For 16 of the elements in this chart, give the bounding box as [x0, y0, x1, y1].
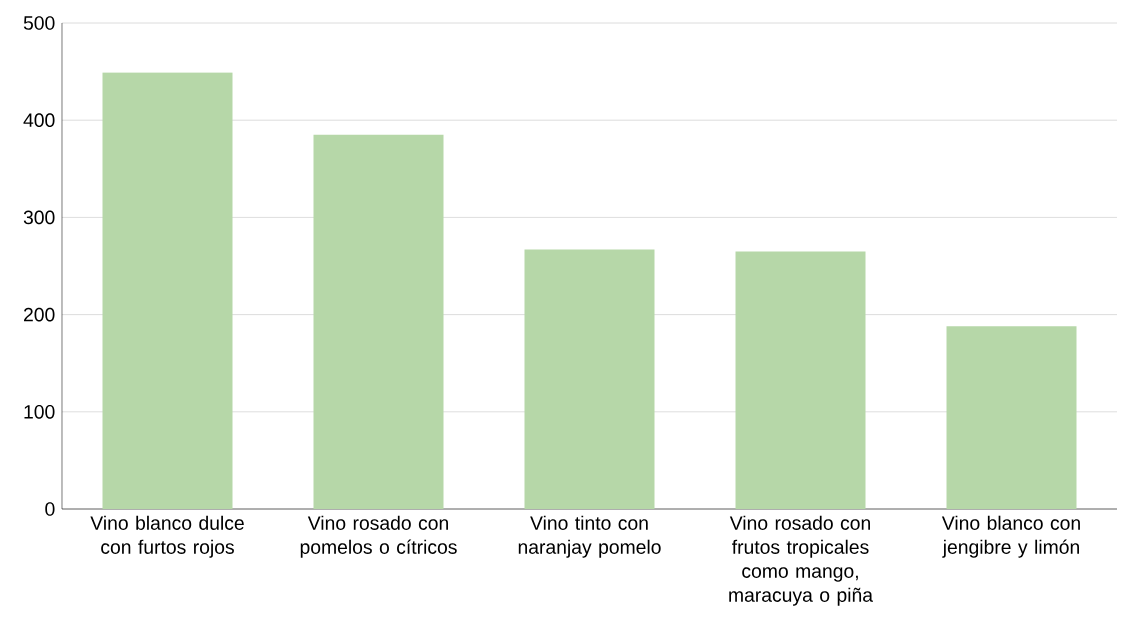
bar [102, 72, 233, 509]
x-tick-label: Vino rosado con pomelos o cítricos [300, 515, 457, 558]
y-tick-label: 0 [45, 502, 55, 516]
bar [946, 326, 1077, 509]
x-tick-label: Vino rosado con frutos tropicales como mango, maracuya o piña [729, 515, 873, 606]
y-tick-label: 100 [24, 404, 55, 419]
bar [524, 249, 655, 509]
x-tick-label: Vino blanco dulce con furtos rojos [90, 515, 244, 558]
x-tick-label: Vino blanco con jengibre y limón [941, 515, 1080, 558]
y-tick-label: 200 [24, 307, 55, 322]
y-tick-label: 400 [23, 113, 55, 128]
y-tick-label: 300 [23, 210, 55, 225]
x-tick-label: Vino tinto con naranjay pomelo [518, 515, 661, 558]
bar [313, 134, 444, 509]
bar [735, 251, 866, 509]
y-tick-label: 500 [23, 16, 55, 30]
